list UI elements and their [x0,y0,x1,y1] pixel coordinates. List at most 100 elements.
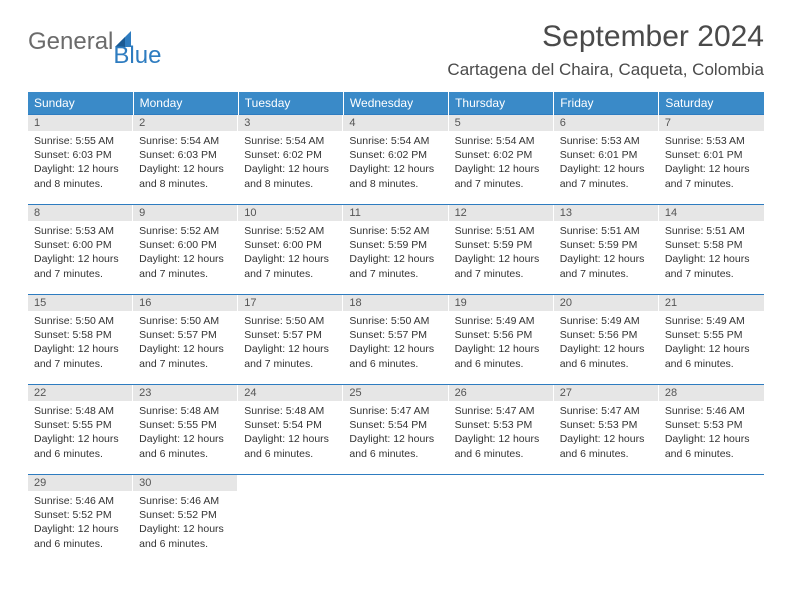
daylight-line: Daylight: 12 hours and 8 minutes. [139,162,232,190]
day-number: 5 [449,115,554,131]
logo-text-sub: Blue [113,42,161,70]
day-cell: 13Sunrise: 5:51 AMSunset: 5:59 PMDayligh… [554,205,659,295]
day-number: 13 [554,205,659,221]
day-number: 19 [449,295,554,311]
day-number: 14 [659,205,764,221]
sunset-line: Sunset: 5:57 PM [139,328,232,342]
day-cell: 5Sunrise: 5:54 AMSunset: 6:02 PMDaylight… [449,115,554,205]
sunrise-line: Sunrise: 5:51 AM [560,224,653,238]
day-number: 28 [659,385,764,401]
day-info: Sunrise: 5:51 AMSunset: 5:59 PMDaylight:… [449,221,554,287]
sunrise-line: Sunrise: 5:47 AM [349,404,442,418]
daylight-line: Daylight: 12 hours and 7 minutes. [560,252,653,280]
day-number: 11 [343,205,448,221]
day-cell: 1Sunrise: 5:55 AMSunset: 6:03 PMDaylight… [28,115,133,205]
day-info: Sunrise: 5:52 AMSunset: 6:00 PMDaylight:… [133,221,238,287]
daylight-line: Daylight: 12 hours and 7 minutes. [665,252,758,280]
sunset-line: Sunset: 5:59 PM [455,238,548,252]
sunset-line: Sunset: 5:53 PM [665,418,758,432]
day-cell: 12Sunrise: 5:51 AMSunset: 5:59 PMDayligh… [449,205,554,295]
logo-text-main: General [28,28,113,56]
sunrise-line: Sunrise: 5:52 AM [244,224,337,238]
sunrise-line: Sunrise: 5:46 AM [34,494,127,508]
day-number: 29 [28,475,133,491]
daylight-line: Daylight: 12 hours and 6 minutes. [34,522,127,550]
day-cell: 28Sunrise: 5:46 AMSunset: 5:53 PMDayligh… [659,385,764,475]
daylight-line: Daylight: 12 hours and 7 minutes. [349,252,442,280]
daylight-line: Daylight: 12 hours and 7 minutes. [455,162,548,190]
daylight-line: Daylight: 12 hours and 8 minutes. [244,162,337,190]
sunrise-line: Sunrise: 5:53 AM [560,134,653,148]
day-number: 16 [133,295,238,311]
sunrise-line: Sunrise: 5:47 AM [455,404,548,418]
day-number: 21 [659,295,764,311]
sunset-line: Sunset: 5:55 PM [665,328,758,342]
sunset-line: Sunset: 5:55 PM [34,418,127,432]
day-info: Sunrise: 5:55 AMSunset: 6:03 PMDaylight:… [28,131,133,197]
day-number: 4 [343,115,448,131]
sunrise-line: Sunrise: 5:48 AM [34,404,127,418]
daylight-line: Daylight: 12 hours and 6 minutes. [34,432,127,460]
sunrise-line: Sunrise: 5:50 AM [349,314,442,328]
day-info: Sunrise: 5:50 AMSunset: 5:58 PMDaylight:… [28,311,133,377]
sunrise-line: Sunrise: 5:50 AM [244,314,337,328]
sunset-line: Sunset: 5:56 PM [560,328,653,342]
day-cell: 8Sunrise: 5:53 AMSunset: 6:00 PMDaylight… [28,205,133,295]
day-info: Sunrise: 5:53 AMSunset: 6:01 PMDaylight:… [554,131,659,197]
sunrise-line: Sunrise: 5:53 AM [34,224,127,238]
sunrise-line: Sunrise: 5:46 AM [665,404,758,418]
location: Cartagena del Chaira, Caqueta, Colombia [447,60,764,80]
sunset-line: Sunset: 5:53 PM [455,418,548,432]
day-cell: 22Sunrise: 5:48 AMSunset: 5:55 PMDayligh… [28,385,133,475]
day-cell: 20Sunrise: 5:49 AMSunset: 5:56 PMDayligh… [554,295,659,385]
day-number: 12 [449,205,554,221]
sunrise-line: Sunrise: 5:50 AM [34,314,127,328]
day-cell [554,475,659,565]
day-cell: 21Sunrise: 5:49 AMSunset: 5:55 PMDayligh… [659,295,764,385]
title-block: September 2024 Cartagena del Chaira, Caq… [447,20,764,80]
sunset-line: Sunset: 6:01 PM [665,148,758,162]
day-cell [343,475,448,565]
daylight-line: Daylight: 12 hours and 6 minutes. [560,342,653,370]
sunset-line: Sunset: 6:00 PM [244,238,337,252]
sunrise-line: Sunrise: 5:53 AM [665,134,758,148]
sunset-line: Sunset: 5:54 PM [349,418,442,432]
daylight-line: Daylight: 12 hours and 8 minutes. [349,162,442,190]
day-cell: 6Sunrise: 5:53 AMSunset: 6:01 PMDaylight… [554,115,659,205]
day-cell: 2Sunrise: 5:54 AMSunset: 6:03 PMDaylight… [133,115,238,205]
sunset-line: Sunset: 5:59 PM [349,238,442,252]
day-info: Sunrise: 5:48 AMSunset: 5:55 PMDaylight:… [133,401,238,467]
sunrise-line: Sunrise: 5:54 AM [244,134,337,148]
day-cell: 10Sunrise: 5:52 AMSunset: 6:00 PMDayligh… [238,205,343,295]
sunset-line: Sunset: 6:01 PM [560,148,653,162]
daylight-line: Daylight: 12 hours and 7 minutes. [139,342,232,370]
sunrise-line: Sunrise: 5:50 AM [139,314,232,328]
sunset-line: Sunset: 5:53 PM [560,418,653,432]
day-info: Sunrise: 5:54 AMSunset: 6:02 PMDaylight:… [449,131,554,197]
sunrise-line: Sunrise: 5:49 AM [665,314,758,328]
day-header: Monday [133,92,238,115]
daylight-line: Daylight: 12 hours and 6 minutes. [455,342,548,370]
day-info: Sunrise: 5:49 AMSunset: 5:55 PMDaylight:… [659,311,764,377]
day-cell: 26Sunrise: 5:47 AMSunset: 5:53 PMDayligh… [449,385,554,475]
day-number: 6 [554,115,659,131]
week-row: 15Sunrise: 5:50 AMSunset: 5:58 PMDayligh… [28,295,764,385]
sunrise-line: Sunrise: 5:51 AM [665,224,758,238]
week-row: 8Sunrise: 5:53 AMSunset: 6:00 PMDaylight… [28,205,764,295]
day-info: Sunrise: 5:47 AMSunset: 5:53 PMDaylight:… [449,401,554,467]
day-info: Sunrise: 5:47 AMSunset: 5:54 PMDaylight:… [343,401,448,467]
day-info: Sunrise: 5:49 AMSunset: 5:56 PMDaylight:… [449,311,554,377]
day-number: 30 [133,475,238,491]
day-info: Sunrise: 5:48 AMSunset: 5:54 PMDaylight:… [238,401,343,467]
day-number: 23 [133,385,238,401]
daylight-line: Daylight: 12 hours and 6 minutes. [139,522,232,550]
day-info: Sunrise: 5:53 AMSunset: 6:01 PMDaylight:… [659,131,764,197]
daylight-line: Daylight: 12 hours and 6 minutes. [560,432,653,460]
daylight-line: Daylight: 12 hours and 7 minutes. [244,342,337,370]
day-cell: 17Sunrise: 5:50 AMSunset: 5:57 PMDayligh… [238,295,343,385]
sunrise-line: Sunrise: 5:48 AM [139,404,232,418]
day-number: 26 [449,385,554,401]
sunrise-line: Sunrise: 5:49 AM [560,314,653,328]
day-number: 24 [238,385,343,401]
sunrise-line: Sunrise: 5:55 AM [34,134,127,148]
